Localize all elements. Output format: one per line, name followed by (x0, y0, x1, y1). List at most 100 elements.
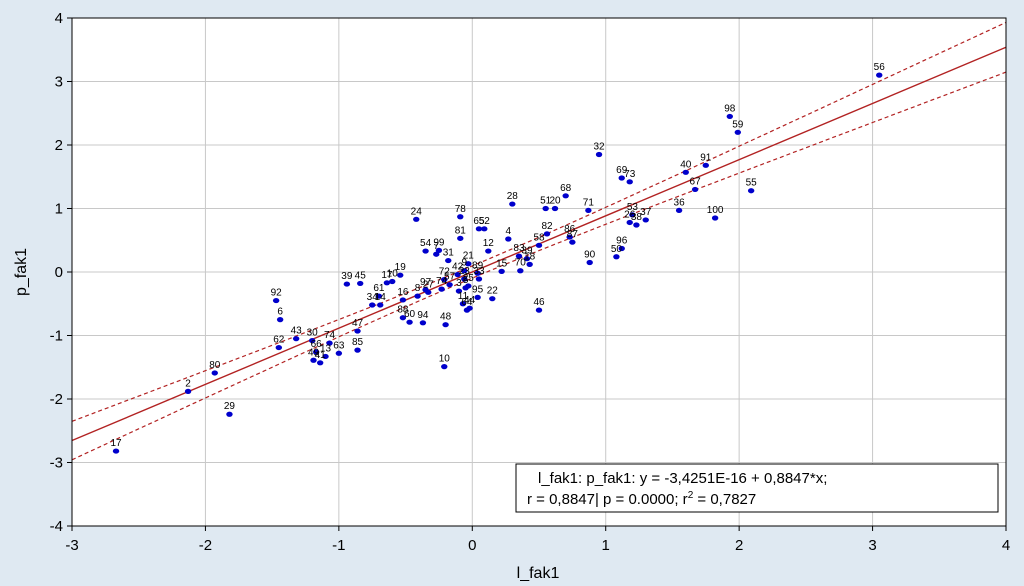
point-label: 53 (627, 202, 639, 213)
data-point (629, 212, 636, 218)
point-label: 99 (433, 237, 445, 248)
regression-r-p: r = 0,8847| p = 0.0000; r (527, 491, 688, 508)
x-tick-label: -3 (65, 537, 78, 554)
data-point (475, 226, 483, 232)
x-tick-label: -1 (332, 537, 345, 554)
point-label: 54 (420, 238, 432, 249)
point-label: 40 (680, 159, 692, 170)
data-point (433, 251, 440, 257)
data-point (399, 315, 407, 321)
data-point (595, 151, 603, 158)
data-point (335, 350, 343, 356)
y-tick-label: 0 (55, 264, 63, 281)
data-point (389, 278, 396, 285)
y-tick-label: 1 (55, 201, 63, 218)
data-point (316, 360, 324, 366)
point-label: 17 (110, 438, 122, 449)
axis-ticks (67, 17, 1007, 531)
point-label: 65 (473, 216, 485, 227)
data-point (112, 448, 120, 454)
point-label: 13 (320, 343, 332, 354)
regression-equation: l_fak1: p_fak1: y = -3,4251E-16 + 0,8847… (538, 470, 827, 487)
x-tick-labels: -3 -2 -1 0 1 2 3 4 (65, 537, 1010, 554)
point-label: 36 (674, 197, 686, 208)
data-point (526, 261, 533, 267)
y-tick-label: 2 (55, 137, 63, 154)
data-point (383, 280, 391, 286)
point-label: 57 (444, 272, 456, 283)
data-point (535, 242, 543, 248)
data-point (618, 245, 625, 252)
point-label: 46 (533, 297, 545, 308)
point-label: 52 (479, 216, 491, 227)
y-tick-label: -4 (50, 518, 63, 535)
point-label: 45 (355, 270, 367, 281)
point-label: 32 (593, 142, 605, 153)
data-point (465, 261, 472, 267)
point-label: 34 (367, 292, 379, 303)
point-label: 60 (404, 309, 416, 320)
x-tick-label: 1 (602, 537, 610, 554)
data-point (454, 271, 461, 278)
point-label: 43 (291, 326, 303, 337)
data-point (419, 320, 427, 326)
grid-lines (72, 18, 1006, 526)
point-label: 47 (352, 318, 364, 329)
data-point (734, 129, 742, 135)
point-label: 95 (472, 284, 484, 295)
point-label: 78 (455, 204, 467, 215)
point-label: 85 (352, 337, 364, 348)
data-point (489, 296, 496, 302)
y-tick-labels: -4 -3 -2 -1 0 1 2 3 4 (50, 10, 63, 535)
point-label: 30 (307, 328, 319, 339)
data-point (375, 293, 383, 299)
point-label: 21 (463, 251, 475, 262)
data-point (413, 216, 420, 222)
data-points (112, 72, 883, 454)
stats-box-frame (515, 463, 999, 513)
point-label: 70 (515, 258, 527, 269)
point-label: 59 (732, 119, 744, 130)
point-label: 15 (496, 258, 508, 269)
point-label: 62 (273, 335, 285, 346)
y-tick-label: -3 (50, 455, 63, 472)
point-label: 9 (461, 258, 467, 269)
data-point (515, 253, 523, 259)
data-point (566, 234, 573, 240)
data-point (455, 288, 463, 294)
data-point (682, 169, 689, 175)
data-point (876, 72, 883, 78)
point-label: 91 (700, 152, 712, 163)
data-point (442, 322, 449, 328)
point-label: 39 (521, 246, 533, 257)
data-point (457, 235, 464, 241)
data-point (308, 337, 316, 344)
data-point (377, 302, 384, 308)
point-label: 69 (616, 165, 628, 176)
x-tick-label: 4 (1002, 537, 1010, 554)
data-point (517, 268, 524, 274)
point-label: 82 (541, 221, 553, 232)
r-squared-superscript: 2 (688, 490, 694, 501)
point-label: 66 (311, 339, 323, 350)
data-point (438, 286, 445, 292)
data-point (562, 193, 569, 199)
regression-r-squared: = 0,7827 (693, 491, 756, 508)
data-point (226, 411, 233, 417)
data-point (747, 188, 755, 194)
data-point (626, 179, 633, 185)
point-label: 12 (483, 238, 495, 249)
x-tick-label: -2 (199, 537, 212, 554)
point-label: 28 (507, 191, 519, 202)
point-label: 29 (224, 401, 236, 412)
point-label: 16 (397, 287, 409, 298)
point-label: 27 (423, 279, 435, 290)
point-label: 31 (443, 248, 455, 259)
y-tick-label: -2 (50, 391, 63, 408)
data-point (292, 336, 300, 342)
data-point (474, 270, 481, 276)
point-label: 92 (271, 288, 283, 299)
data-point (569, 239, 576, 245)
regression-stats: r = 0,8847| p = 0.0000; r2 = 0,7827 (527, 490, 756, 508)
